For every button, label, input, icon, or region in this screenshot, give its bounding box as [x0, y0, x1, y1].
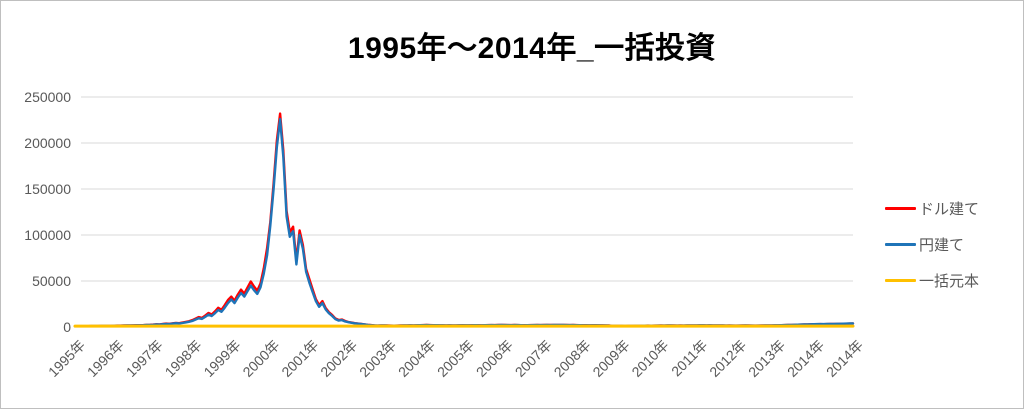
x-axis-tick-label: 2001年	[278, 337, 321, 380]
chart-title: 1995年～2014年_一括投資	[347, 32, 717, 65]
x-axis-tick-label: 2006年	[473, 337, 516, 380]
legend-item-jpy: 円建て	[885, 234, 979, 254]
legend-label-usd: ドル建て	[919, 200, 980, 218]
x-axis-tick-label: 2011年	[668, 337, 711, 380]
x-axis-tick-label: 2010年	[628, 337, 671, 380]
x-axis-tick-label: 2009年	[589, 337, 632, 380]
x-axis-tick-label: 1998年	[162, 337, 205, 380]
x-axis-tick-label: 1996年	[84, 337, 127, 380]
y-axis-tick-label: 150000	[24, 181, 71, 197]
x-axis-tick-label: 2002年	[317, 337, 360, 380]
x-axis-tick-label: 1999年	[200, 337, 243, 380]
y-axis-tick-label: 250000	[24, 89, 71, 105]
legend-swatch-usd	[885, 206, 916, 210]
x-axis-tick-label: 1997年	[123, 337, 166, 380]
y-axis-tick-label: 0	[63, 319, 71, 335]
legend: ドル建て 円建て 一括元本	[885, 198, 979, 290]
x-axis-tick-label: 2014年	[784, 337, 827, 380]
legend-label-jpy: 円建て	[919, 236, 965, 254]
legend-label-principal: 一括元本	[919, 272, 980, 290]
series-line-usd	[73, 112, 855, 328]
y-axis-tick-label: 50000	[32, 273, 71, 289]
legend-item-principal: 一括元本	[885, 270, 979, 290]
x-axis-tick-label: 2013年	[745, 337, 788, 380]
x-axis-tick-label: 2005年	[434, 337, 477, 380]
legend-swatch-jpy	[885, 242, 916, 246]
x-axis-tick-label: 2007年	[512, 337, 555, 380]
legend-item-usd: ドル建て	[885, 198, 979, 218]
x-axis-tick-label: 2008年	[551, 337, 594, 380]
x-axis-tick-label: 2004年	[395, 337, 438, 380]
y-axis-tick-label: 200000	[24, 135, 71, 151]
y-axis-tick-label: 100000	[24, 227, 71, 243]
x-axis-tick-label: 2003年	[356, 337, 399, 380]
x-axis-tick-label: 2012年	[706, 337, 749, 380]
x-axis-tick-label: 2014年	[823, 337, 866, 380]
series-line-jpy	[73, 117, 855, 328]
legend-swatch-principal	[885, 278, 916, 282]
x-axis-tick-label: 1995年	[45, 337, 88, 380]
x-axis-tick-label: 2000年	[239, 337, 282, 380]
